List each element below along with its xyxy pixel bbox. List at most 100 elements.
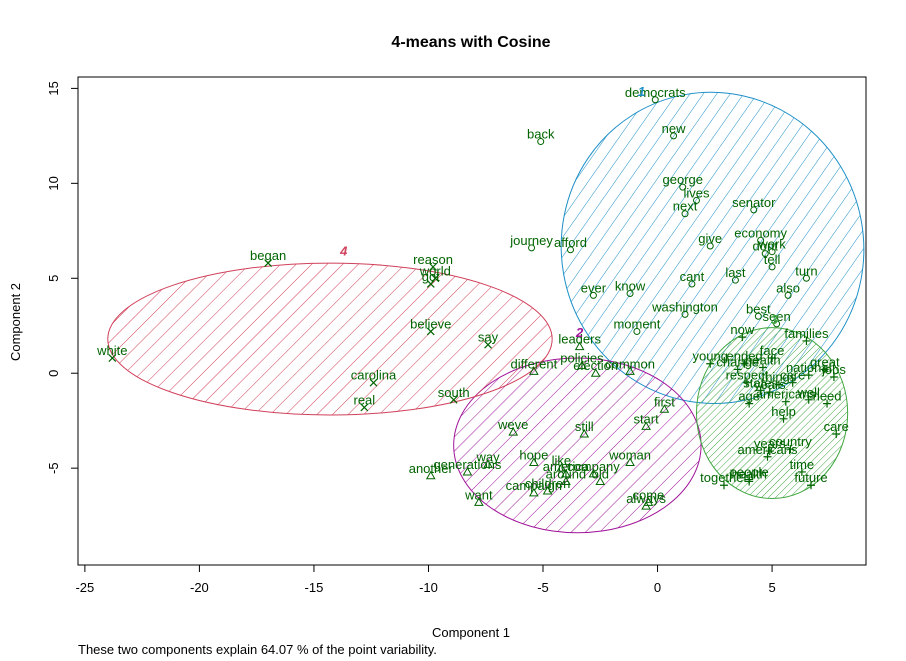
point-marker bbox=[692, 196, 700, 204]
point-label: want bbox=[464, 487, 493, 502]
point-label: americans bbox=[756, 387, 816, 402]
point-label: together bbox=[700, 470, 748, 485]
point-marker bbox=[763, 452, 772, 461]
y-tick-label: 15 bbox=[46, 81, 61, 95]
point-marker bbox=[625, 366, 635, 375]
point-marker bbox=[474, 497, 484, 506]
point-label: lives bbox=[683, 185, 710, 200]
point-marker bbox=[754, 312, 762, 320]
point-marker bbox=[745, 399, 754, 408]
point-marker bbox=[738, 333, 747, 342]
point-marker bbox=[829, 373, 838, 382]
point-label: give bbox=[698, 231, 722, 246]
point-marker bbox=[561, 476, 571, 485]
point-label: dont bbox=[753, 239, 779, 254]
point-label: way bbox=[475, 449, 500, 464]
point-label: leaders bbox=[558, 332, 601, 347]
point-label: common bbox=[605, 356, 655, 371]
point-marker bbox=[804, 371, 813, 380]
point-marker bbox=[774, 380, 783, 389]
point-marker bbox=[802, 274, 810, 282]
point-marker bbox=[768, 354, 777, 363]
point-label: young bbox=[693, 349, 728, 364]
point-label: care bbox=[824, 419, 849, 434]
point-label: different bbox=[510, 356, 557, 371]
point-marker bbox=[589, 291, 597, 299]
point-label: know bbox=[615, 278, 646, 293]
point-label: democrats bbox=[625, 85, 686, 100]
point-label: weve bbox=[497, 417, 528, 432]
cluster-2-ellipse bbox=[453, 357, 702, 534]
point-label: always bbox=[626, 491, 666, 506]
x-tick-label: -20 bbox=[190, 580, 209, 595]
point-marker bbox=[567, 246, 574, 254]
point-label: seen bbox=[763, 309, 791, 324]
point-marker bbox=[670, 132, 678, 140]
point-label: face bbox=[760, 343, 785, 358]
point-label: ever bbox=[581, 280, 607, 295]
point-label: country bbox=[769, 434, 812, 449]
point-label: time bbox=[790, 457, 815, 472]
point-label: need bbox=[813, 389, 842, 404]
point-label: washington bbox=[651, 299, 718, 314]
point-label: now bbox=[730, 322, 754, 337]
point-label: care bbox=[780, 368, 805, 383]
point-markers bbox=[108, 96, 841, 510]
point-label: another bbox=[409, 461, 454, 476]
point-marker bbox=[756, 386, 765, 395]
point-marker bbox=[832, 429, 841, 438]
point-marker bbox=[786, 445, 795, 454]
point-marker bbox=[431, 274, 440, 283]
point-marker bbox=[733, 365, 742, 374]
point-marker bbox=[740, 359, 749, 368]
point-label: world bbox=[419, 263, 451, 278]
point-label: next bbox=[673, 199, 698, 214]
point-label: new bbox=[662, 121, 686, 136]
point-label: jobs bbox=[821, 362, 846, 377]
cluster-3-ellipse bbox=[695, 327, 849, 500]
point-label: got bbox=[422, 269, 440, 284]
x-tick-label: -15 bbox=[305, 580, 324, 595]
point-label: company bbox=[567, 459, 620, 474]
point-marker bbox=[742, 378, 751, 387]
y-tick-label: -5 bbox=[46, 462, 61, 474]
y-axis: -5 0 5 10 15 bbox=[46, 81, 79, 474]
point-marker bbox=[577, 360, 587, 370]
cluster-4-ellipse bbox=[107, 262, 553, 416]
point-label: carolina bbox=[351, 368, 397, 383]
point-label: still bbox=[575, 419, 594, 434]
cluster-labels: 1 2 3 4 bbox=[339, 84, 779, 340]
point-label: back bbox=[527, 127, 555, 142]
x-axis-label: Component 1 bbox=[432, 625, 510, 640]
point-label: journey bbox=[509, 233, 553, 248]
point-marker bbox=[681, 210, 689, 218]
point-label: moment bbox=[613, 316, 660, 331]
point-marker bbox=[779, 414, 788, 423]
point-label: south bbox=[438, 385, 470, 400]
point-label: work bbox=[757, 237, 786, 252]
point-marker bbox=[528, 366, 539, 375]
cluster-3-label: 3 bbox=[771, 312, 779, 327]
point-marker bbox=[574, 341, 585, 351]
point-label: years bbox=[754, 377, 786, 392]
y-axis-label: Component 2 bbox=[8, 283, 23, 361]
cluster-4-label: 4 bbox=[339, 243, 348, 258]
point-marker bbox=[641, 421, 651, 430]
point-label: americans bbox=[738, 442, 798, 457]
point-marker bbox=[556, 463, 567, 472]
chart-title: 4-means with Cosine bbox=[391, 34, 550, 51]
point-marker bbox=[484, 340, 492, 349]
point-marker bbox=[588, 468, 599, 478]
point-label: years bbox=[754, 436, 786, 451]
point-marker bbox=[264, 259, 273, 268]
point-marker bbox=[360, 403, 369, 412]
cluster-1-label: 1 bbox=[638, 84, 645, 99]
point-marker bbox=[679, 183, 687, 191]
point-label: first bbox=[654, 394, 675, 409]
point-label: believe bbox=[410, 316, 451, 331]
point-label: tell bbox=[764, 252, 781, 267]
point-marker bbox=[823, 399, 832, 408]
point-marker bbox=[449, 395, 458, 404]
